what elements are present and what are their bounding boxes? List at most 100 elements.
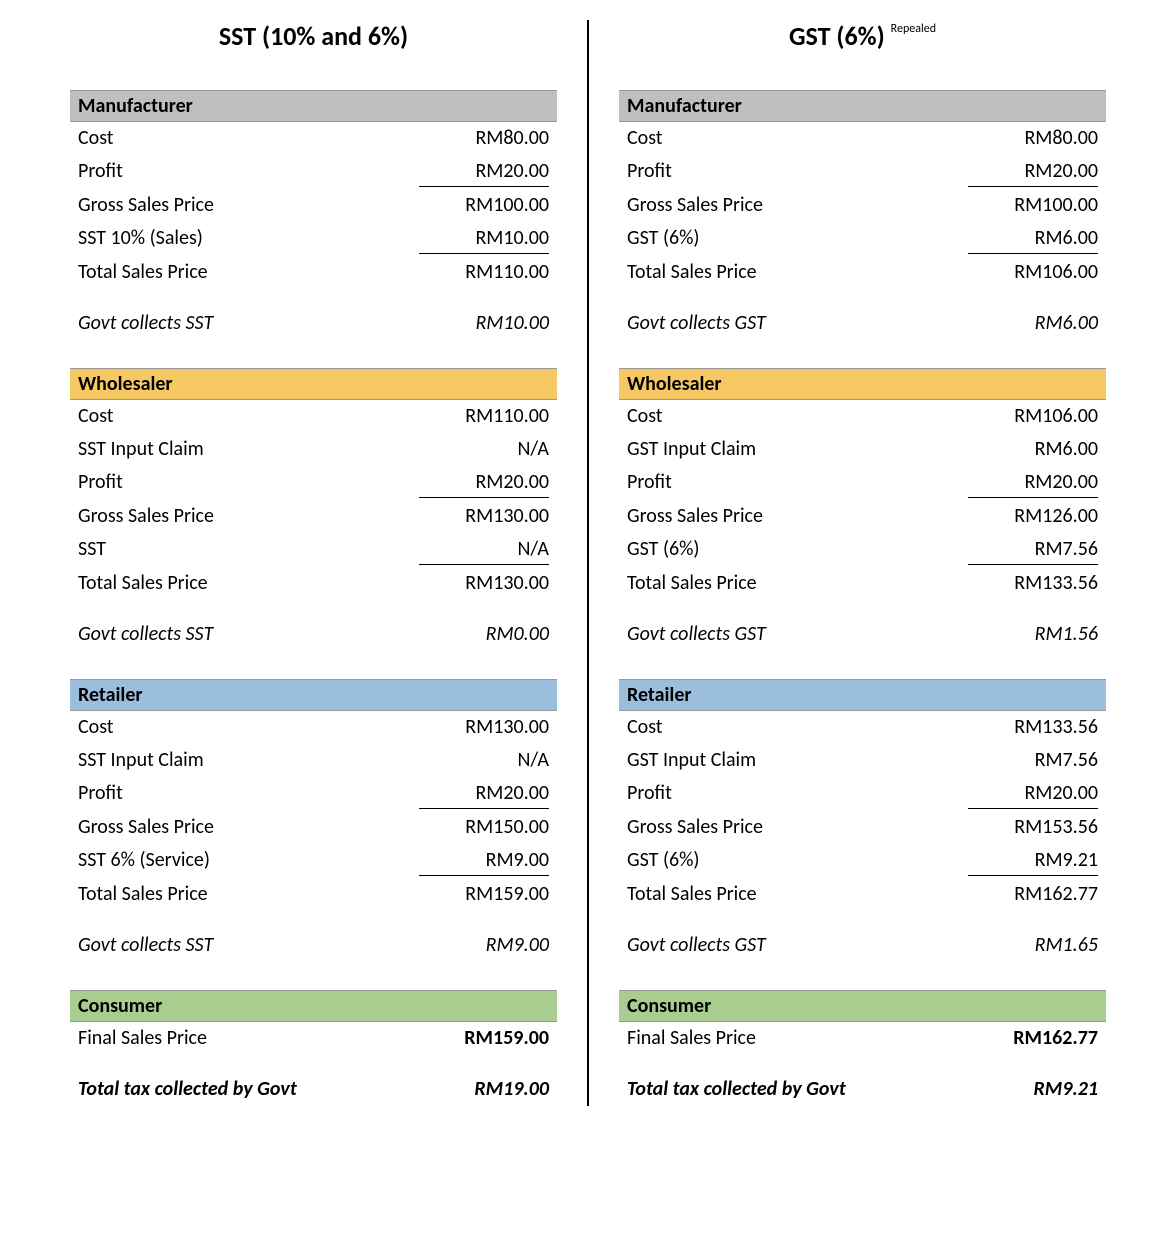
table-row: Govt collects SSTRM10.00 xyxy=(70,307,557,340)
label: Gross Sales Price xyxy=(627,502,968,531)
table-row: CostRM110.00 xyxy=(70,400,557,433)
value: RM19.00 xyxy=(419,1075,549,1104)
table-row: CostRM133.56 xyxy=(619,711,1106,744)
label: Gross Sales Price xyxy=(78,502,419,531)
table-row: SST Input ClaimN/A xyxy=(70,744,557,777)
table-row: CostRM80.00 xyxy=(619,122,1106,155)
label: Govt collects GST xyxy=(627,931,968,960)
value: RM6.00 xyxy=(968,309,1098,338)
label: Total Sales Price xyxy=(627,569,968,598)
sst-wholesaler-header: Wholesaler xyxy=(70,368,557,400)
table-row: Gross Sales PriceRM126.00 xyxy=(619,500,1106,533)
table-row: Total Sales PriceRM162.77 xyxy=(619,878,1106,911)
table-row: Final Sales PriceRM159.00 xyxy=(70,1022,557,1055)
table-row: Total tax collected by GovtRM19.00 xyxy=(70,1073,557,1106)
gst-title-note: Repealed xyxy=(891,22,936,36)
table-row: Govt collects GSTRM1.65 xyxy=(619,929,1106,962)
label: SST Input Claim xyxy=(78,435,419,464)
value: N/A xyxy=(419,746,549,775)
value: N/A xyxy=(419,435,549,464)
label: Profit xyxy=(78,468,419,498)
value: RM130.00 xyxy=(419,713,549,742)
label: Gross Sales Price xyxy=(78,813,419,842)
value: RM1.56 xyxy=(968,620,1098,649)
label: GST (6%) xyxy=(627,224,968,254)
table-row: Gross Sales PriceRM150.00 xyxy=(70,811,557,844)
table-row: Gross Sales PriceRM153.56 xyxy=(619,811,1106,844)
table-row: ProfitRM20.00 xyxy=(70,466,557,500)
value: RM20.00 xyxy=(419,157,549,187)
label: SST xyxy=(78,535,419,565)
sst-manufacturer-header: Manufacturer xyxy=(70,90,557,122)
gst-title: GST (6%) xyxy=(789,20,885,52)
value: RM80.00 xyxy=(419,124,549,153)
table-row: ProfitRM20.00 xyxy=(619,466,1106,500)
label: Total Sales Price xyxy=(627,258,968,287)
label: GST (6%) xyxy=(627,535,968,565)
label: Final Sales Price xyxy=(627,1024,968,1053)
value: RM20.00 xyxy=(968,779,1098,809)
value: RM1.65 xyxy=(968,931,1098,960)
gst-consumer-header: Consumer xyxy=(619,990,1106,1022)
table-row: Total Sales PriceRM130.00 xyxy=(70,567,557,600)
table-row: SST 6% (Service)RM9.00 xyxy=(70,844,557,878)
value: RM9.21 xyxy=(968,846,1098,876)
value: RM159.00 xyxy=(419,1024,549,1053)
table-row: Total Sales PriceRM110.00 xyxy=(70,256,557,289)
label: GST (6%) xyxy=(627,846,968,876)
value: RM7.56 xyxy=(968,535,1098,565)
label: Cost xyxy=(627,402,968,431)
table-row: Total Sales PriceRM106.00 xyxy=(619,256,1106,289)
gst-wholesaler-header: Wholesaler xyxy=(619,368,1106,400)
label: Final Sales Price xyxy=(78,1024,419,1053)
value: RM80.00 xyxy=(968,124,1098,153)
value: RM9.00 xyxy=(419,846,549,876)
label: Gross Sales Price xyxy=(78,191,419,220)
value: RM106.00 xyxy=(968,402,1098,431)
label: Total Sales Price xyxy=(78,258,419,287)
label: Gross Sales Price xyxy=(627,191,968,220)
value: RM6.00 xyxy=(968,435,1098,464)
label: Profit xyxy=(78,157,419,187)
sst-column: SST (10% and 6%) Manufacturer CostRM80.0… xyxy=(40,20,589,1106)
label: GST Input Claim xyxy=(627,435,968,464)
value: RM0.00 xyxy=(419,620,549,649)
table-row: CostRM80.00 xyxy=(70,122,557,155)
value: RM100.00 xyxy=(968,191,1098,220)
label: SST Input Claim xyxy=(78,746,419,775)
label: Cost xyxy=(78,124,419,153)
label: Govt collects SST xyxy=(78,309,419,338)
value: RM150.00 xyxy=(419,813,549,842)
value: RM130.00 xyxy=(419,502,549,531)
table-row: CostRM106.00 xyxy=(619,400,1106,433)
table-row: Total Sales PriceRM159.00 xyxy=(70,878,557,911)
table-row: Total tax collected by GovtRM9.21 xyxy=(619,1073,1106,1106)
label: Govt collects SST xyxy=(78,931,419,960)
table-row: Govt collects GSTRM6.00 xyxy=(619,307,1106,340)
label: Govt collects GST xyxy=(627,309,968,338)
sst-title-row: SST (10% and 6%) xyxy=(70,20,557,60)
value: RM162.77 xyxy=(968,880,1098,909)
table-row: CostRM130.00 xyxy=(70,711,557,744)
sst-consumer-header: Consumer xyxy=(70,990,557,1022)
value: RM20.00 xyxy=(968,468,1098,498)
value: RM9.00 xyxy=(419,931,549,960)
label: Total Sales Price xyxy=(78,569,419,598)
comparison-table: SST (10% and 6%) Manufacturer CostRM80.0… xyxy=(40,20,1136,1106)
table-row: ProfitRM20.00 xyxy=(70,777,557,811)
value: RM110.00 xyxy=(419,402,549,431)
label: Profit xyxy=(627,468,968,498)
label: Profit xyxy=(78,779,419,809)
label: Total Sales Price xyxy=(78,880,419,909)
label: Cost xyxy=(78,713,419,742)
gst-column: GST (6%) Repealed Manufacturer CostRM80.… xyxy=(589,20,1136,1106)
value: RM153.56 xyxy=(968,813,1098,842)
table-row: Final Sales PriceRM162.77 xyxy=(619,1022,1106,1055)
table-row: GST (6%)RM9.21 xyxy=(619,844,1106,878)
value: RM110.00 xyxy=(419,258,549,287)
value: RM106.00 xyxy=(968,258,1098,287)
table-row: GST (6%)RM6.00 xyxy=(619,222,1106,256)
table-row: Gross Sales PriceRM130.00 xyxy=(70,500,557,533)
gst-retailer-header: Retailer xyxy=(619,679,1106,711)
gst-title-row: GST (6%) Repealed xyxy=(619,20,1106,60)
